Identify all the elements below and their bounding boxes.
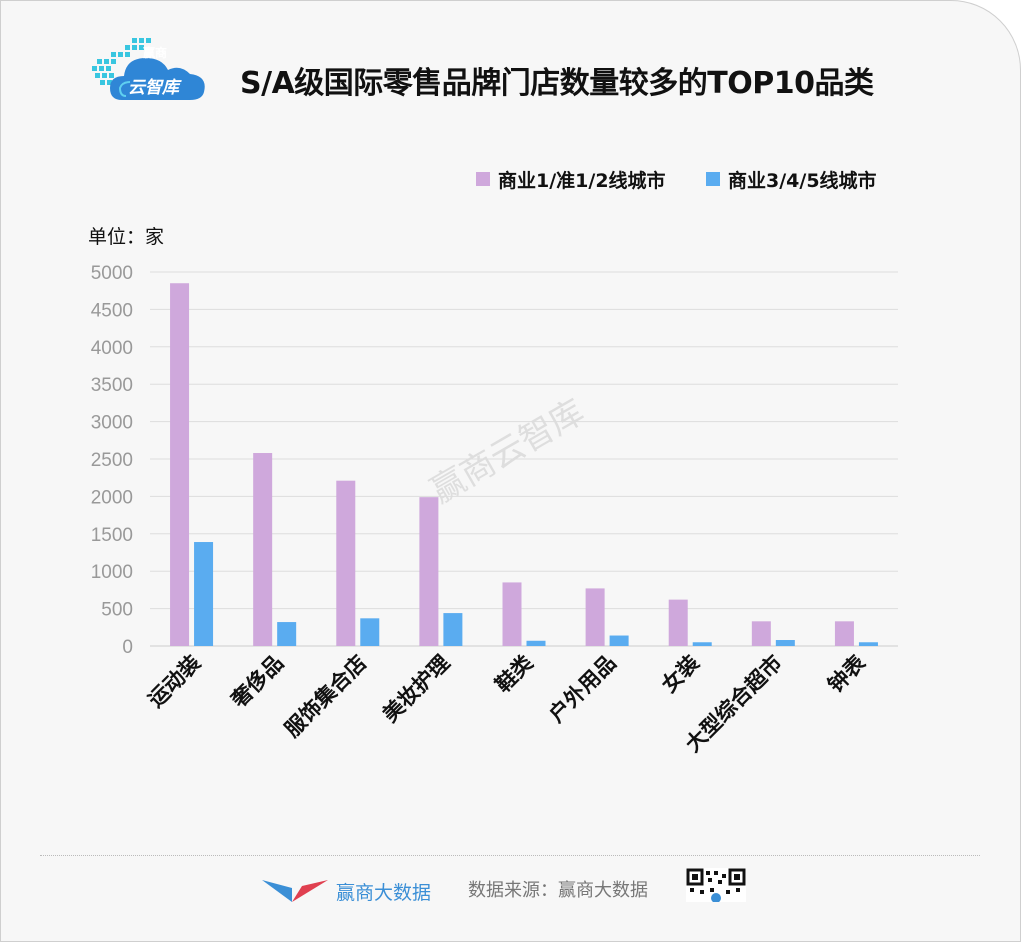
bar-chart: 0 500 1000 1500 2000 2500 3000 3500 4000 4500 5000… — [91, 263, 898, 757]
bar-tier1 — [336, 480, 356, 646]
y-tick-label: 0 — [122, 637, 133, 658]
x-tick-label: 服饰集合店 — [280, 651, 371, 742]
x-tick-label: 女装 — [657, 651, 704, 698]
yingshang-bigdata-logo — [262, 880, 328, 902]
bar-tier1 — [834, 621, 854, 646]
logo-cloud-shape — [110, 58, 205, 100]
y-tick-label: 500 — [101, 600, 133, 621]
bar-tier1 — [502, 582, 522, 646]
bar-tier3 — [443, 613, 463, 646]
y-tick-label: 2500 — [91, 450, 133, 471]
y-tick-label: 3000 — [91, 413, 133, 434]
x-tick-label: 运动装 — [144, 651, 206, 713]
y-tick-label: 1500 — [91, 525, 133, 546]
bar-tier1 — [170, 283, 190, 646]
y-tick-label: 5000 — [91, 263, 133, 284]
bar-tier1 — [419, 497, 439, 646]
x-tick-label: 户外用品 — [544, 651, 620, 727]
logo-text-line2: 云智库 — [128, 78, 179, 98]
x-tick-label: 奢侈品 — [226, 651, 288, 713]
y-tick-label: 4500 — [91, 300, 133, 321]
bar-tier1 — [751, 621, 771, 646]
gridlines — [150, 271, 898, 647]
bar-tier3 — [526, 640, 546, 646]
bar-tier3 — [609, 635, 629, 646]
bar-tier1 — [253, 453, 273, 646]
bar-tier1 — [668, 599, 688, 646]
legend-swatch-tier1 — [476, 172, 490, 186]
x-tick-label: 钟表 — [823, 650, 870, 697]
bar-tier3 — [858, 642, 878, 646]
y-axis-ticks: 0 500 1000 1500 2000 2500 3000 3500 4000 4500 5000 — [91, 263, 133, 658]
data-source-note: 数据来源：赢商大数据 — [468, 880, 648, 901]
bar-tier3 — [360, 618, 380, 646]
bar-tier3 — [194, 542, 214, 646]
bar-tier1 — [585, 588, 605, 646]
footer-brand: 赢商大数据 — [336, 882, 432, 904]
legend-label-tier3: 商业3/4/5线城市 — [728, 170, 877, 192]
qr-code — [686, 868, 746, 902]
y-tick-label: 1000 — [91, 562, 133, 583]
logo-text-line1: 赢商 — [143, 46, 168, 60]
bar-tier3 — [692, 642, 712, 646]
bar-tier3 — [277, 622, 297, 646]
unit-label: 单位：家 — [88, 226, 165, 248]
x-tick-label: 美妆护理 — [378, 651, 454, 727]
bars — [170, 283, 878, 646]
legend-label-tier1: 商业1/准1/2线城市 — [498, 170, 666, 192]
yingshang-cloud-logo — [92, 38, 205, 100]
legend-swatch-tier3 — [706, 172, 720, 186]
y-tick-label: 2000 — [91, 487, 133, 508]
bar-tier3 — [775, 640, 795, 646]
chart-title: S/A级国际零售品牌门店数量较多的TOP10品类 — [240, 66, 874, 101]
x-tick-label: 鞋类 — [491, 650, 538, 697]
y-tick-label: 4000 — [91, 338, 133, 359]
footer-divider — [40, 855, 980, 856]
y-tick-label: 3500 — [91, 375, 133, 396]
